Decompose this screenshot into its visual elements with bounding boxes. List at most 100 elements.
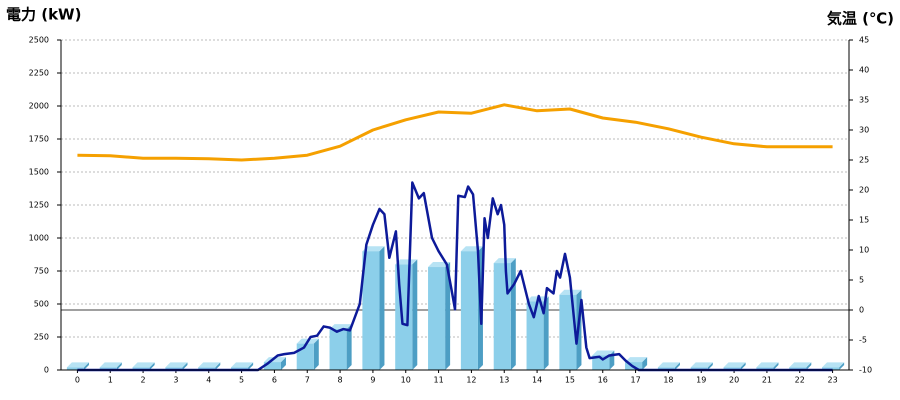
bar-top [362, 246, 385, 252]
bar-side [839, 362, 845, 370]
bar-side [674, 362, 680, 370]
x-tick-label: 15 [565, 376, 575, 385]
x-tick-label: 18 [663, 376, 673, 385]
bar-top [822, 362, 845, 368]
bar [526, 301, 544, 370]
bar [723, 367, 741, 370]
x-tick-label: 10 [401, 376, 411, 385]
bar-top [66, 362, 89, 368]
bar [657, 367, 675, 370]
x-tick-label: 20 [729, 376, 739, 385]
y-axis-title: 電力 (kW) [6, 6, 81, 24]
bar-top [329, 324, 352, 330]
x-tick-label: 4 [206, 376, 211, 385]
x-tick-label: 22 [795, 376, 805, 385]
x-tick-label: 5 [239, 376, 244, 385]
bar [789, 367, 807, 370]
bar-side [149, 362, 155, 370]
bar-top [395, 259, 418, 265]
bar [822, 367, 840, 370]
y-tick-label: 250 [34, 333, 49, 342]
y-tick-label: 1750 [29, 135, 49, 144]
bar-side [116, 362, 122, 370]
bar-side [773, 362, 779, 370]
x-tick-label: 11 [433, 376, 443, 385]
y-tick-label: 0 [44, 366, 49, 375]
bar [362, 251, 380, 370]
bar-side [313, 338, 319, 370]
y2-tick-label: 40 [859, 66, 869, 75]
bar [198, 367, 216, 370]
bar-top [198, 362, 221, 368]
bar [329, 329, 347, 370]
x-tick-label: 8 [338, 376, 343, 385]
bar-top [99, 362, 122, 368]
bar-top [625, 357, 648, 363]
x-tick-label: 13 [499, 376, 509, 385]
bar-side [806, 362, 812, 370]
x-tick-label: 21 [762, 376, 772, 385]
y-tick-label: 2250 [29, 69, 49, 78]
x-tick-label: 23 [827, 376, 837, 385]
bar-side [83, 362, 89, 370]
x-tick-label: 3 [173, 376, 178, 385]
y-tick-label: 1250 [29, 201, 49, 210]
bar-side [379, 246, 385, 370]
bar-top [789, 362, 812, 368]
y2-tick-label: 30 [859, 126, 869, 135]
y2-tick-label: 0 [859, 306, 864, 315]
bar [559, 294, 577, 370]
x-tick-label: 9 [370, 376, 375, 385]
y-tick-label: 750 [34, 267, 49, 276]
bar [66, 367, 84, 370]
temperature-line [77, 103, 833, 162]
bar [428, 267, 446, 370]
bar [690, 367, 708, 370]
bar-side [543, 296, 549, 370]
y2-tick-label: 25 [859, 156, 869, 165]
x-tick-label: 17 [630, 376, 640, 385]
y2-tick-label: -5 [859, 336, 867, 345]
x-tick-label: 0 [75, 376, 80, 385]
x-tick-label: 2 [141, 376, 146, 385]
bar-side [740, 362, 746, 370]
bar-side [215, 362, 221, 370]
y2-tick-label: 20 [859, 186, 869, 195]
bar [756, 367, 774, 370]
y2-tick-label: 5 [859, 276, 864, 285]
y-tick-label: 500 [34, 300, 49, 309]
bar-top [231, 362, 254, 368]
bar [231, 367, 249, 370]
bar-side [280, 357, 286, 370]
y-tick-label: 1500 [29, 168, 49, 177]
bar-top [592, 350, 615, 356]
bar-top [723, 362, 746, 368]
bar-side [510, 258, 516, 370]
y2-tick-label: 15 [859, 216, 869, 225]
bar [132, 367, 150, 370]
bar-top [690, 362, 713, 368]
bar-side [642, 357, 648, 370]
y2-tick-label: 45 [859, 36, 869, 45]
bar-top [756, 362, 779, 368]
x-tick-label: 6 [272, 376, 277, 385]
bar [493, 263, 511, 370]
bar-side [707, 362, 713, 370]
y2-tick-label: 10 [859, 246, 869, 255]
y-tick-label: 2500 [29, 36, 49, 45]
bar-side [248, 362, 254, 370]
x-tick-label: 16 [598, 376, 608, 385]
bar-top [428, 262, 451, 268]
bar [460, 251, 478, 370]
y2-tick-label: -10 [859, 366, 872, 375]
bar-side [412, 259, 418, 370]
bar-top [132, 362, 155, 368]
x-tick-label: 12 [466, 376, 476, 385]
bar [263, 362, 281, 370]
bar [99, 367, 117, 370]
y2-axis-title: 気温 (℃) [827, 10, 894, 28]
x-tick-label: 1 [108, 376, 113, 385]
bar-side [346, 324, 352, 370]
x-tick-label: 19 [696, 376, 706, 385]
